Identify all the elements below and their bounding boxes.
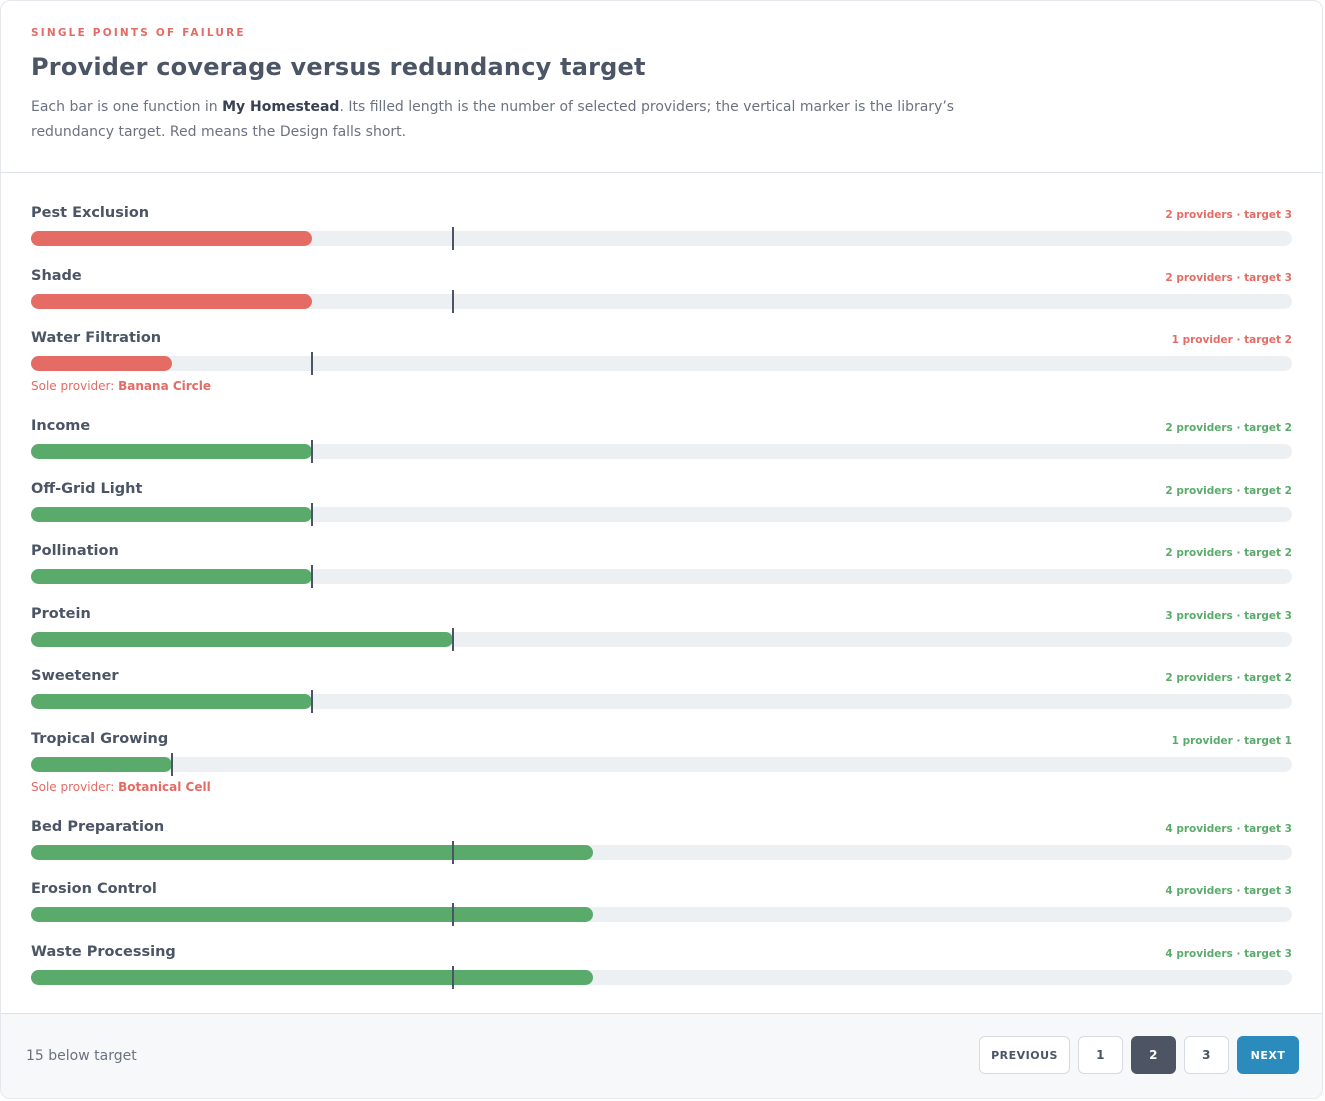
coverage-track xyxy=(31,690,1292,713)
provider-count-label: 4 providers · target 3 xyxy=(1165,822,1292,835)
target-marker xyxy=(451,627,454,651)
page-title: Provider coverage versus redundancy targ… xyxy=(31,53,646,81)
coverage-bar xyxy=(31,969,594,985)
design-name: My Homestead xyxy=(222,99,340,115)
coverage-bar xyxy=(31,356,172,371)
desc-suffix: . Its filled length is the number of sel… xyxy=(31,99,955,140)
previous-button[interactable]: PREVIOUS xyxy=(979,1036,1070,1074)
target-marker xyxy=(170,752,173,776)
pagination: PREVIOUS 1 2 3 NEXT xyxy=(979,1036,1299,1074)
page-button-2[interactable]: 2 xyxy=(1131,1036,1176,1074)
provider-count-label: 2 providers · target 3 xyxy=(1165,271,1292,284)
provider-count-label: 2 providers · target 2 xyxy=(1165,672,1292,684)
coverage-track xyxy=(31,752,1292,776)
target-marker xyxy=(451,965,454,989)
function-name: Bed Preparation xyxy=(31,818,165,835)
provider-count-label: 1 provider · target 1 xyxy=(1171,734,1292,747)
target-marker xyxy=(451,903,454,926)
next-button[interactable]: NEXT xyxy=(1237,1036,1299,1074)
sole-provider-name: Botanical Cell xyxy=(118,779,211,794)
function-name: Erosion Control xyxy=(31,881,157,897)
sole-provider-label: Sole provider: xyxy=(31,379,119,393)
coverage-track xyxy=(31,565,1292,588)
sole-provider-label: Sole provider: xyxy=(31,779,119,794)
provider-count-label: 2 providers · target 2 xyxy=(1165,484,1292,497)
page-button-3[interactable]: 3 xyxy=(1184,1036,1229,1074)
target-marker xyxy=(311,690,314,713)
coverage-track xyxy=(31,352,1292,375)
coverage-track xyxy=(31,903,1292,926)
coverage-bar xyxy=(31,506,313,522)
target-marker xyxy=(451,840,454,864)
function-name: Protein xyxy=(31,605,91,622)
function-name: Shade xyxy=(31,267,82,284)
coverage-bar xyxy=(31,569,313,584)
provider-count-label: 2 providers · target 2 xyxy=(1165,547,1292,559)
function-name: Income xyxy=(31,418,91,434)
function-name: Water Filtration xyxy=(31,330,162,346)
coverage-bar xyxy=(31,231,313,246)
function-name: Off-Grid Light xyxy=(31,480,143,497)
provider-count-label: 1 provider · target 2 xyxy=(1171,334,1292,346)
target-marker xyxy=(311,565,314,588)
target-marker xyxy=(451,289,454,313)
function-name: Sweetener xyxy=(31,668,119,684)
target-marker xyxy=(311,352,314,375)
coverage-bar xyxy=(31,444,313,459)
provider-count-label: 2 providers · target 2 xyxy=(1165,422,1292,434)
coverage-track xyxy=(31,227,1292,250)
coverage-track xyxy=(31,965,1292,989)
coverage-bar xyxy=(31,293,313,309)
function-name: Pest Exclusion xyxy=(31,205,150,221)
desc-prefix: Each bar is one function in xyxy=(31,99,223,115)
sole-provider-note: Sole provider: Banana Circle xyxy=(31,379,211,393)
provider-count-label: 3 providers · target 3 xyxy=(1165,609,1292,622)
coverage-bar xyxy=(31,694,313,709)
chart-description: Each bar is one function in My Homestead… xyxy=(31,95,991,145)
card-header: SINGLE POINTS OF FAILURE Provider covera… xyxy=(1,1,1322,173)
target-marker xyxy=(451,227,454,250)
eyebrow-label: SINGLE POINTS OF FAILURE xyxy=(31,27,246,39)
coverage-track xyxy=(31,502,1292,526)
sole-provider-note: Sole provider: Botanical Cell xyxy=(31,780,211,794)
coverage-track xyxy=(31,440,1292,463)
function-name: Waste Processing xyxy=(31,943,176,960)
pagination-footer: 15 below target PREVIOUS 1 2 3 NEXT xyxy=(1,1013,1322,1098)
provider-count-label: 2 providers · target 3 xyxy=(1165,209,1292,221)
target-marker xyxy=(311,502,314,526)
coverage-track xyxy=(31,627,1292,651)
page-button-1[interactable]: 1 xyxy=(1078,1036,1123,1074)
coverage-bar xyxy=(31,631,453,647)
coverage-bar xyxy=(31,907,594,922)
provider-count-label: 4 providers · target 3 xyxy=(1165,885,1292,897)
sole-provider-name: Banana Circle xyxy=(118,379,212,393)
below-target-count: 15 below target xyxy=(26,1048,137,1064)
function-name: Tropical Growing xyxy=(31,730,169,747)
provider-count-label: 4 providers · target 3 xyxy=(1165,947,1292,960)
coverage-bar xyxy=(31,844,594,860)
target-marker xyxy=(311,440,314,463)
coverage-track xyxy=(31,289,1292,313)
coverage-track xyxy=(31,840,1292,864)
coverage-bar xyxy=(31,756,172,772)
function-name: Pollination xyxy=(31,543,119,559)
